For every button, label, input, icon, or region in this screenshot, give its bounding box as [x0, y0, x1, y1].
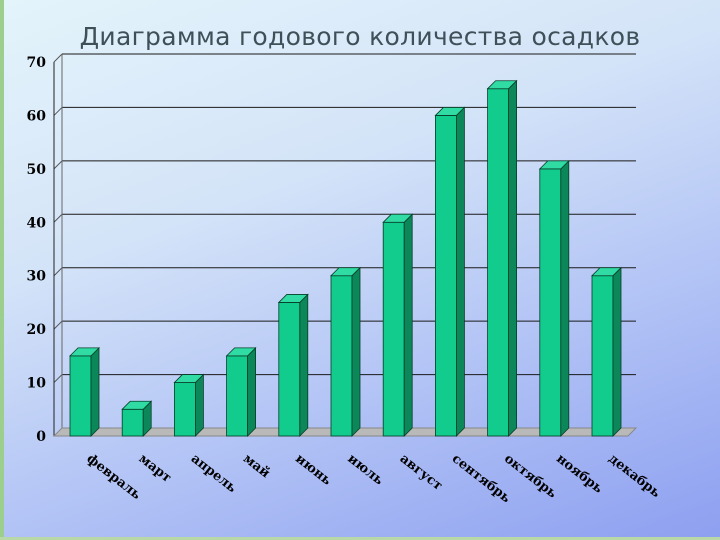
- bar-top: [121, 400, 153, 410]
- gridline-side: [53, 320, 63, 330]
- bar: [539, 168, 562, 437]
- slide-bottom-edge: [0, 537, 720, 540]
- bar-side: [247, 346, 257, 437]
- y-tick-label: 10: [27, 376, 47, 392]
- bar-side: [403, 213, 413, 437]
- y-tick-label: 60: [27, 108, 47, 124]
- y-tick-label: 30: [27, 269, 47, 285]
- x-tick-label: июнь: [292, 451, 334, 488]
- x-tick-label: август: [397, 451, 445, 493]
- bar: [121, 408, 144, 437]
- bar: [591, 275, 614, 437]
- bar-top: [277, 294, 309, 303]
- x-tick-label: апрель: [188, 451, 239, 496]
- bar: [382, 221, 405, 437]
- bar-top: [330, 267, 361, 277]
- y-tick-label: 20: [27, 322, 47, 338]
- chart-title: Диаграмма годового количества осадков: [79, 22, 641, 51]
- x-tick-label: июль: [345, 451, 387, 488]
- x-tick-label: май: [240, 451, 273, 481]
- gridline-side: [53, 53, 63, 63]
- y-tick-label: 50: [27, 162, 47, 178]
- bar-side: [455, 106, 465, 437]
- x-tick-label: декабрь: [606, 451, 664, 501]
- bar: [434, 115, 457, 437]
- slide-left-edge: [0, 0, 4, 540]
- gridline-side: [53, 160, 63, 170]
- bar-side: [612, 266, 622, 437]
- bar-top: [591, 267, 622, 277]
- bar-top: [434, 107, 466, 116]
- gridline-side: [53, 374, 63, 383]
- bar-top: [538, 160, 570, 170]
- gridline-side: [53, 213, 63, 223]
- bar-top: [486, 80, 518, 90]
- bar-top: [382, 213, 414, 223]
- bar-side: [299, 293, 309, 437]
- x-tick-label: ноябрь: [553, 451, 605, 496]
- bar-top: [69, 347, 100, 357]
- bar: [226, 355, 249, 437]
- bar: [69, 355, 92, 437]
- bar: [487, 88, 510, 437]
- bar-side: [508, 79, 517, 437]
- bar-top: [173, 374, 205, 383]
- bar-top: [225, 347, 257, 357]
- y-tick-label: 40: [27, 215, 47, 231]
- bar-side: [194, 373, 204, 437]
- bar-side: [560, 159, 570, 437]
- gridline-side: [53, 107, 63, 116]
- bar-side: [90, 346, 100, 437]
- bar-side: [351, 266, 361, 437]
- bar: [278, 302, 301, 437]
- x-tick-label: февраль: [84, 451, 144, 503]
- bar: [173, 382, 196, 437]
- gridline-side: [53, 267, 63, 277]
- y-tick-label: 70: [27, 55, 47, 71]
- y-tick-label: 0: [36, 429, 46, 445]
- x-tick-label: март: [136, 451, 174, 486]
- bar: [330, 275, 353, 437]
